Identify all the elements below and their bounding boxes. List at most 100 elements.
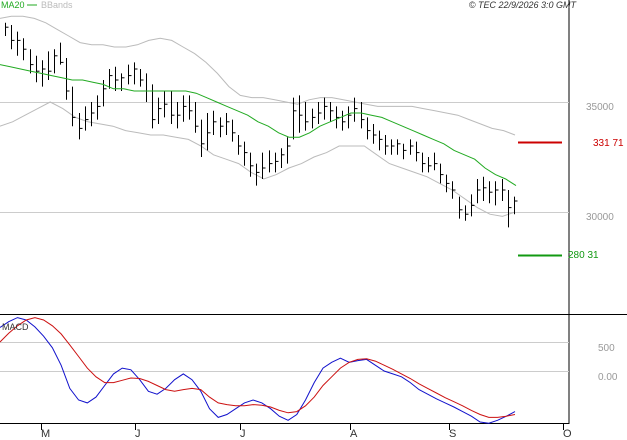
price-bars [5, 22, 518, 228]
price-bar [410, 139, 414, 155]
price-bar [471, 194, 475, 217]
price-bar [121, 73, 125, 91]
month-label-m: M [41, 428, 50, 440]
price-bar [318, 102, 322, 124]
price-bar [483, 176, 487, 201]
price-bar [275, 152, 279, 173]
macd-title: MACD [2, 322, 29, 332]
price-bar [262, 152, 266, 179]
price-bar [403, 143, 407, 160]
price-bar [158, 97, 162, 124]
price-bar [508, 190, 512, 228]
price-bar [128, 64, 132, 85]
price-bar [207, 113, 211, 151]
price-bar [348, 106, 352, 129]
price-bar [379, 130, 383, 151]
price-bar [201, 119, 205, 157]
price-bar [361, 102, 365, 129]
macd-lines [0, 317, 516, 424]
price-bar [385, 135, 389, 155]
price-bar [23, 38, 27, 61]
price-bar [305, 102, 309, 131]
month-label-o: O [563, 428, 572, 440]
price-tick-35000: 35000 [586, 102, 614, 113]
price-bar [60, 42, 64, 65]
price-bar [446, 174, 450, 193]
price-bar [164, 91, 168, 118]
price-bar [342, 110, 346, 131]
price-bar [140, 69, 144, 87]
price-bar [115, 66, 119, 91]
price-bar [195, 102, 199, 133]
price-bar [189, 95, 193, 120]
macd-line [0, 317, 516, 424]
price-bar [238, 135, 242, 155]
price-bar [459, 196, 463, 219]
price-bar [30, 49, 34, 74]
price-bar [213, 110, 217, 135]
price-bar [79, 113, 83, 140]
price-bar [452, 181, 456, 199]
price-bar [146, 73, 150, 102]
bband-lower-line [0, 101, 516, 217]
price-bar [312, 108, 316, 129]
price-bar [177, 102, 181, 129]
macd-tick-500: 500 [598, 343, 615, 354]
price-bar [281, 148, 285, 168]
price-bar [109, 69, 113, 89]
price-bar [495, 181, 499, 206]
signal-line [0, 317, 516, 418]
support-level-label: 280 31 [568, 250, 599, 261]
ma20-polyline [0, 64, 517, 187]
price-bar [269, 150, 273, 173]
price-bar [36, 55, 40, 83]
price-bar [85, 106, 89, 131]
price-bar [5, 22, 9, 36]
macd-tick-000: 0.00 [598, 372, 618, 383]
price-bar [287, 137, 291, 164]
price-bar [293, 97, 297, 140]
price-bar [434, 152, 438, 171]
month-label-j2: J [240, 428, 246, 440]
price-bar [391, 139, 395, 155]
price-bar [54, 49, 58, 74]
month-label-j1: J [135, 428, 141, 440]
grid-lines [0, 102, 569, 372]
price-bar [91, 102, 95, 127]
price-bar [256, 163, 260, 186]
bollinger-bands [0, 15, 516, 217]
axis-ticks [41, 424, 564, 430]
ma20-line [0, 64, 517, 187]
price-bar [422, 152, 426, 173]
legend-bbands: BBands [41, 0, 73, 10]
month-label-s: S [449, 428, 456, 440]
price-bar [250, 152, 254, 177]
resistance-level-label: 331 71 [593, 138, 624, 149]
chart-credit: © TEC 22/9/2026 3:0 GMT [469, 0, 578, 10]
price-bar [17, 31, 21, 56]
price-bar [428, 157, 432, 173]
price-bar [416, 141, 420, 162]
price-bar [477, 179, 481, 204]
price-levels [518, 141, 562, 257]
price-bar [299, 95, 303, 133]
price-bar [354, 97, 358, 122]
price-bar [440, 163, 444, 184]
price-bar [397, 139, 401, 155]
price-bar [220, 117, 224, 138]
price-bar [226, 113, 230, 135]
price-bar [514, 196, 518, 215]
price-bar [465, 205, 469, 221]
price-bar [502, 179, 506, 201]
price-bar [367, 117, 371, 140]
price-bar [134, 62, 138, 85]
price-bar [336, 106, 340, 129]
price-bar [11, 25, 15, 50]
price-bar [232, 119, 236, 142]
price-bar [373, 124, 377, 144]
price-tick-30000: 30000 [586, 212, 614, 223]
price-bar [183, 95, 187, 122]
price-bar [171, 91, 175, 124]
bband-upper-line [0, 15, 516, 136]
